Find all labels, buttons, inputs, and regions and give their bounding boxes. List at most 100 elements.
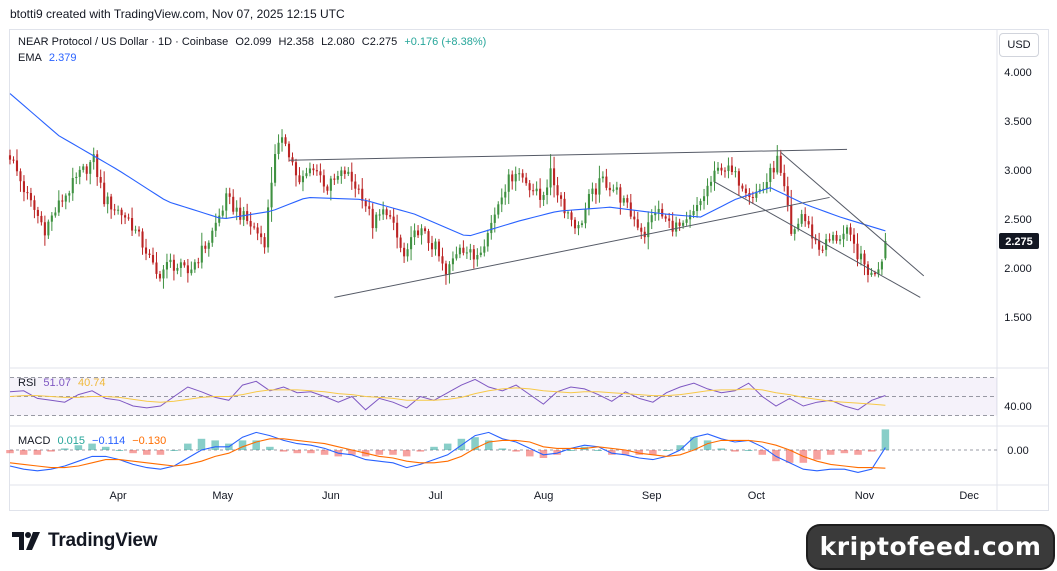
candle-body: [720, 167, 723, 171]
candle-body: [350, 171, 353, 182]
candle-body: [497, 204, 500, 215]
candle-body: [842, 233, 845, 240]
candle-body: [200, 245, 203, 263]
candle-body: [657, 208, 660, 213]
candle-body: [54, 212, 57, 216]
candle-body: [99, 176, 102, 183]
time-tick-label: Dec: [959, 490, 979, 502]
macd-hist-bar: [744, 450, 753, 451]
candle-body: [765, 182, 768, 189]
macd-hist-bar: [115, 450, 124, 451]
candle-body: [120, 209, 123, 216]
macd-signal-value: −0.114: [92, 435, 126, 447]
candle-body: [483, 246, 486, 253]
candle-body: [389, 215, 392, 217]
macd-hist-bar: [88, 443, 96, 450]
macd-hist-bar: [170, 450, 178, 451]
macd-pane: [6, 429, 997, 473]
macd-hist-bar: [33, 450, 42, 455]
candle-body: [392, 216, 395, 223]
candle-body: [354, 181, 357, 189]
macd-hist-bar: [758, 450, 767, 455]
candle-body: [549, 168, 552, 188]
candle-body: [507, 174, 510, 192]
candle-body: [696, 205, 699, 212]
macd-hist-bar: [348, 450, 356, 455]
candle-body: [790, 205, 793, 234]
candle-body: [839, 239, 842, 241]
candle-body: [305, 173, 308, 177]
candle-body: [329, 178, 332, 191]
candle-body: [493, 214, 496, 223]
candle-body: [755, 191, 758, 198]
candle-body: [573, 219, 577, 229]
candle-body: [472, 249, 475, 260]
candle-body: [539, 188, 542, 200]
candle-body: [169, 259, 172, 263]
price-tick-label: 2.000: [1004, 263, 1032, 275]
macd-hist-bar: [840, 450, 849, 454]
candle-body: [605, 176, 608, 188]
currency-button[interactable]: USD: [999, 33, 1039, 57]
candle-body: [598, 178, 601, 195]
ohlc-low: L2.080: [321, 36, 355, 48]
macd-hist-bar: [443, 443, 452, 450]
candle-body: [179, 262, 182, 268]
candle-body: [207, 242, 210, 249]
candle-body: [880, 261, 883, 270]
candle-body: [249, 221, 252, 227]
ohlc-change: +0.176 (+8.38%): [404, 36, 487, 48]
price-tick-label: 3.500: [1004, 116, 1032, 128]
candle-body: [821, 249, 824, 251]
candle-body: [319, 171, 322, 176]
macd-hist-bar: [594, 450, 602, 451]
candle-body: [375, 214, 378, 229]
symbol-title: NEAR Protocol / US Dollar · 1D · Coinbas…: [18, 36, 229, 48]
candle-body: [622, 198, 625, 203]
candle-body: [347, 171, 350, 174]
candle-body: [859, 253, 863, 260]
candle-body: [287, 143, 291, 158]
candle-body: [486, 233, 489, 247]
candle-body: [863, 253, 866, 265]
candle-body: [566, 212, 570, 214]
candle-body: [75, 176, 78, 179]
candle-body: [870, 272, 873, 275]
candle-body: [779, 155, 782, 173]
candle-body: [664, 216, 667, 219]
candle-body: [577, 225, 580, 229]
candle-body: [818, 240, 821, 250]
macd-hist-bar: [6, 450, 14, 454]
candle-body: [563, 198, 566, 214]
candle-body: [542, 195, 545, 200]
candle-body: [811, 224, 814, 239]
candle-body: [528, 183, 531, 191]
candle-body: [737, 171, 740, 186]
candle-body: [636, 219, 639, 228]
tradingview-logo[interactable]: TradingView: [12, 530, 158, 552]
candle-body: [525, 177, 528, 184]
price-tick-label: 2.500: [1004, 214, 1032, 226]
candle-body: [626, 198, 629, 203]
candle-body: [504, 191, 507, 198]
candle-body: [270, 182, 273, 208]
candle-body: [64, 195, 67, 202]
macd-hist-bar: [471, 437, 479, 450]
macd-hist-bar: [266, 446, 274, 450]
candle-body: [654, 212, 657, 216]
trendline-rising-support: [334, 196, 830, 298]
ema-legend: EMA 2.379: [18, 52, 80, 64]
macd-hist-bar: [457, 438, 466, 450]
candle-body: [615, 187, 618, 190]
axis-layer: 1.500 2.000 2.500 3.000 3.500 4.000 2.275 40.00…: [110, 67, 1039, 502]
candle-body: [856, 243, 859, 260]
candle-body: [800, 214, 803, 224]
candle-body: [131, 218, 134, 231]
candle-body: [849, 227, 852, 235]
macd-hist-bar: [785, 450, 794, 463]
candle-body: [500, 197, 503, 205]
macd-hist-bar: [211, 440, 219, 450]
candle-body: [594, 188, 597, 195]
macd-hist-bar: [826, 450, 835, 455]
